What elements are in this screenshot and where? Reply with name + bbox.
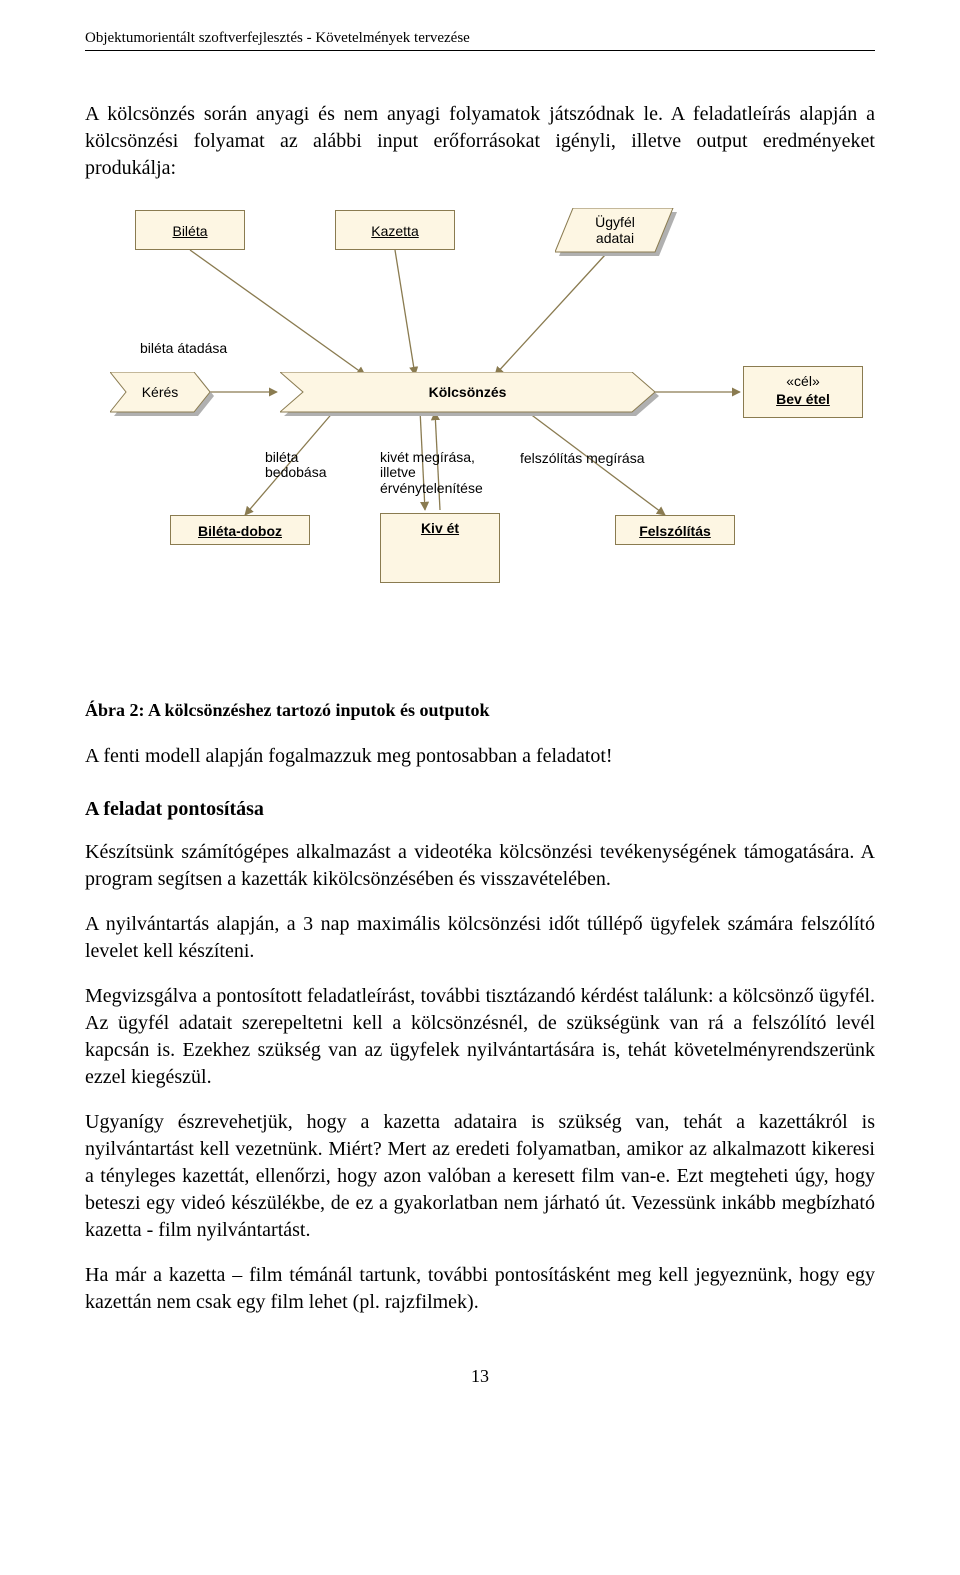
label-bileta-bedobasa-l1: biléta (265, 449, 298, 465)
body-p1: Készítsünk számítógépes alkalmazást a vi… (85, 839, 875, 893)
label-kivet-l3: érvénytelenítése (380, 480, 483, 496)
node-keres-label: Kérés (110, 372, 210, 412)
figure-caption: Ábra 2: A kölcsönzéshez tartozó inputok … (85, 700, 875, 721)
node-keres: Kérés (110, 372, 210, 412)
node-felszolitas-label: Felszólítás (639, 523, 711, 539)
page-number: 13 (85, 1366, 875, 1387)
intro-paragraph: A kölcsönzés során anyagi és nem anyagi … (85, 101, 875, 182)
node-bevetel: «cél» Bev étel (743, 366, 863, 418)
node-kivet-label: Kiv ét (421, 520, 459, 536)
node-ugyfel: Ügyfél adatai (555, 208, 675, 256)
body-p5: Ha már a kazetta – film témánál tartunk,… (85, 1262, 875, 1316)
node-kivet: Kiv ét (380, 513, 500, 583)
node-ugyfel-l1: Ügyfél (595, 214, 635, 230)
node-kolcsonzes: Kölcsönzés (280, 372, 655, 412)
body-p4: Ugyanígy észrevehetjük, hogy a kazetta a… (85, 1109, 875, 1244)
node-biletadoboz: Biléta-doboz (170, 515, 310, 545)
label-felszolitas-megirasa: felszólítás megírása (520, 450, 645, 466)
node-kazetta: Kazetta (335, 210, 455, 250)
section-heading-pontositas: A feladat pontosítása (85, 798, 875, 821)
node-felszolitas: Felszólítás (615, 515, 735, 545)
label-bileta-atadasa: biléta átadása (140, 340, 227, 356)
label-bileta-bedobasa: biléta bedobása (265, 450, 327, 481)
label-kivet-megirasa: kivét megírása, illetve érvénytelenítése (380, 450, 483, 496)
page-header: Objektumorientált szoftverfejlesztés - K… (85, 30, 875, 51)
para-after-caption: A fenti modell alapján fogalmazzuk meg p… (85, 743, 875, 770)
body-p3: Megvizsgálva a pontosított feladatleírás… (85, 983, 875, 1091)
io-diagram: Biléta Kazetta Ügyfél adatai biléta átad… (85, 200, 875, 630)
label-kivet-l1: kivét megírása, (380, 449, 475, 465)
label-bileta-bedobasa-l2: bedobása (265, 464, 327, 480)
node-ugyfel-l2: adatai (596, 230, 634, 246)
node-bileta-label: Biléta (172, 223, 207, 239)
node-bileta: Biléta (135, 210, 245, 250)
node-kazetta-label: Kazetta (371, 223, 418, 239)
node-bevetel-l2: Bev étel (776, 391, 830, 407)
label-kivet-l2: illetve (380, 464, 416, 480)
node-kolcsonzes-label: Kölcsönzés (280, 372, 655, 412)
node-biletadoboz-label: Biléta-doboz (198, 523, 282, 539)
node-bevetel-l1: «cél» (786, 373, 819, 389)
body-p2: A nyilvántartás alapján, a 3 nap maximál… (85, 911, 875, 965)
